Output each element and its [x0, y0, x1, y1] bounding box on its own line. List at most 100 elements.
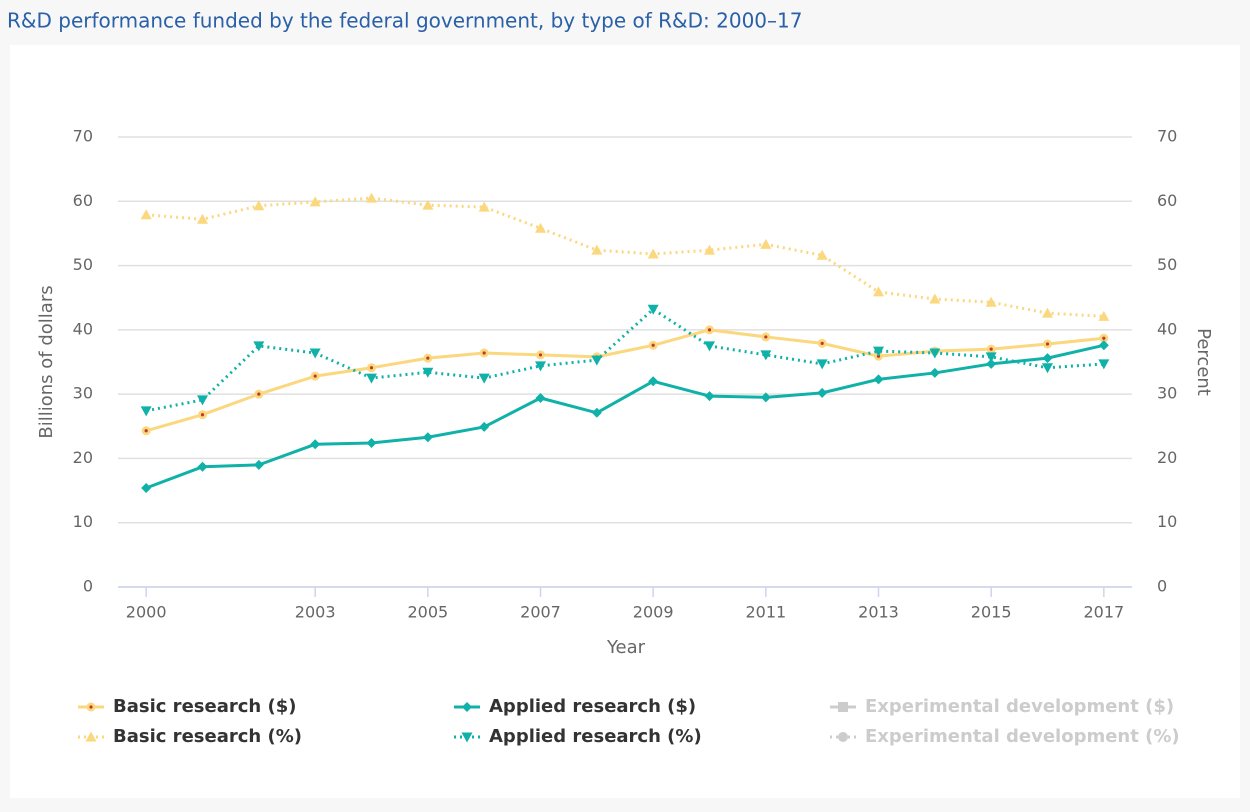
marker: [253, 341, 265, 352]
marker: [536, 350, 545, 360]
marker: [422, 199, 434, 210]
legend-label: Experimental development ($): [865, 696, 1174, 717]
marker: [873, 286, 884, 297]
series-line: [145, 343, 1105, 490]
marker: [422, 432, 433, 443]
marker: [253, 459, 264, 470]
marker: [197, 395, 208, 406]
marker: [1043, 339, 1052, 349]
x-tick-label: 2017: [1083, 603, 1124, 622]
marker: [648, 340, 658, 350]
y2-tick-label: 30: [1157, 384, 1177, 403]
x-tick-label: 2007: [520, 603, 561, 622]
marker: [366, 192, 377, 203]
y2-axis-label: Percent: [1193, 328, 1214, 396]
marker: [985, 352, 997, 363]
legend-label: Basic research ($): [113, 696, 296, 717]
marker: [198, 410, 207, 420]
x-tick-label: 2011: [745, 603, 786, 622]
marker-dot: [200, 413, 205, 417]
marker: [760, 238, 772, 249]
marker-dot: [707, 328, 712, 332]
marker-dot: [257, 392, 261, 396]
marker: [309, 196, 321, 207]
marker: [648, 376, 659, 387]
marker: [704, 244, 715, 255]
y2-tick-label: 20: [1157, 448, 1177, 467]
x-tick-label: 2013: [858, 603, 899, 622]
marker: [1099, 333, 1109, 343]
x-tick-label: 2009: [633, 603, 674, 622]
marker-dot: [313, 374, 317, 378]
legend-marker: [838, 732, 848, 742]
x-tick-label: 2000: [126, 603, 167, 622]
marker: [817, 338, 827, 348]
marker: [479, 348, 489, 358]
marker: [873, 346, 884, 357]
marker: [367, 363, 376, 373]
y-tick-label: 0: [83, 577, 93, 596]
marker: [86, 702, 96, 712]
marker: [873, 374, 884, 385]
marker: [1042, 353, 1053, 364]
legend-label: Applied research ($): [489, 696, 696, 717]
marker: [1098, 340, 1109, 351]
marker: [1098, 310, 1110, 321]
marker: [462, 702, 472, 712]
marker: [929, 367, 940, 378]
marker: [1042, 307, 1053, 318]
marker: [986, 358, 997, 369]
legend-label: Basic research (%): [113, 726, 302, 747]
marker: [461, 732, 473, 743]
marker: [704, 341, 715, 352]
y-tick-label: 30: [73, 384, 93, 403]
legend-label: Applied research (%): [489, 726, 702, 747]
marker-dot: [764, 335, 768, 339]
marker: [479, 421, 490, 432]
marker: [197, 213, 208, 224]
marker: [478, 201, 490, 212]
marker: [591, 355, 603, 366]
y2-tick-label: 0: [1157, 577, 1167, 596]
marker-dot: [651, 343, 655, 347]
marker: [197, 461, 208, 472]
marker: [1042, 363, 1053, 374]
marker: [591, 407, 602, 418]
marker: [816, 359, 828, 370]
marker: [535, 361, 546, 372]
marker: [705, 325, 714, 335]
y2-tick-label: 60: [1157, 191, 1177, 210]
marker-dot: [144, 429, 148, 433]
marker: [141, 426, 151, 436]
series-line: [145, 328, 1104, 433]
marker: [591, 244, 603, 255]
marker: [760, 350, 772, 361]
marker: [535, 393, 546, 403]
marker-dot: [820, 341, 824, 345]
marker: [535, 222, 546, 233]
marker-dot: [1102, 336, 1106, 340]
marker: [1098, 359, 1110, 370]
x-tick-label: 2005: [407, 603, 448, 622]
chart-title: R&D performance funded by the federal go…: [7, 9, 802, 33]
marker: [253, 200, 265, 211]
chart-panel: [10, 45, 1240, 798]
y-tick-label: 50: [73, 255, 93, 274]
marker: [929, 293, 941, 304]
marker-dot: [89, 705, 93, 709]
x-tick-label: 2003: [295, 603, 336, 622]
marker: [704, 391, 715, 402]
legend-marker: [838, 702, 848, 712]
x-axis-label: Year: [606, 637, 646, 658]
marker: [140, 209, 152, 220]
marker: [422, 367, 434, 378]
marker: [647, 248, 659, 259]
marker: [423, 353, 433, 363]
marker: [817, 387, 828, 398]
marker: [985, 296, 997, 307]
marker: [254, 389, 264, 399]
marker: [85, 731, 97, 742]
marker: [761, 332, 771, 342]
